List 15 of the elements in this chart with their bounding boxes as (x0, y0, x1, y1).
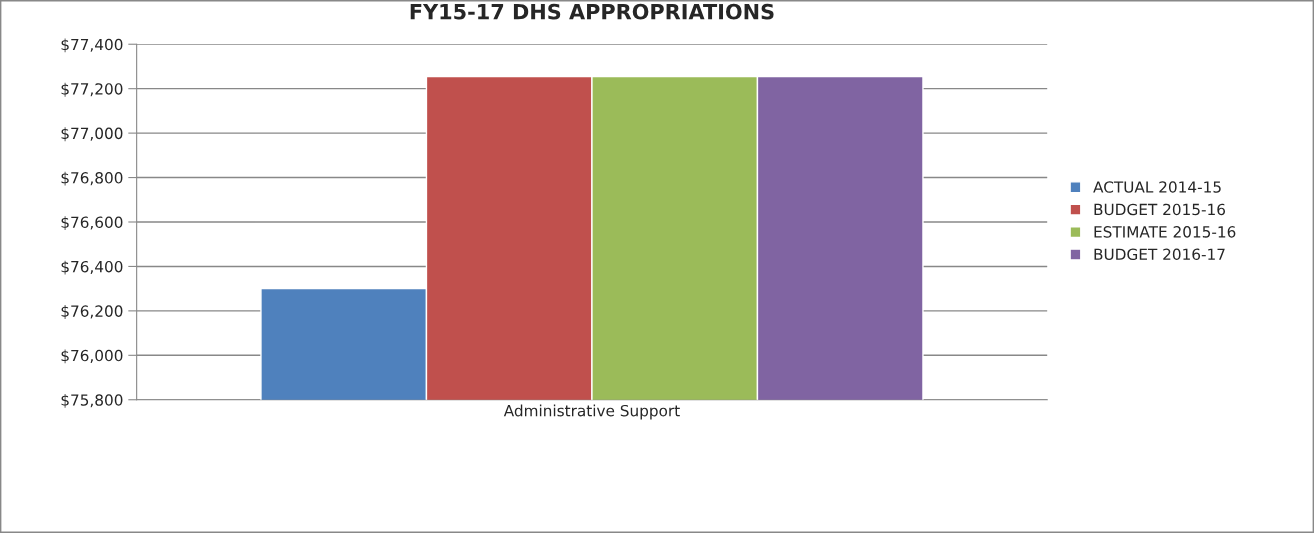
legend-label: BUDGET 2016-17 (1094, 248, 1225, 261)
legend-label: ESTIMATE 2015-16 (1094, 226, 1236, 238)
x-tick-label: Administrative Support (503, 404, 680, 420)
y-tick-label: $76,200 (61, 305, 123, 319)
legend-label: BUDGET 2015-16 (1094, 203, 1226, 216)
y-tick-label: $77,200 (61, 82, 123, 97)
y-tick-label: $76,400 (61, 260, 123, 275)
y-tick-label: $76,000 (61, 349, 123, 364)
y-tick-label: $76,600 (61, 216, 123, 231)
legend-label: ACTUAL 2014-15 (1093, 181, 1221, 193)
chart-title: FY15-17 DHS APPROPRIATIONS (410, 3, 774, 20)
y-tick-label: $75,800 (61, 393, 123, 408)
y-tick-label: $77,000 (61, 127, 123, 142)
y-tick-label: $77,400 (61, 38, 123, 53)
y-tick-label: $76,800 (61, 171, 123, 186)
